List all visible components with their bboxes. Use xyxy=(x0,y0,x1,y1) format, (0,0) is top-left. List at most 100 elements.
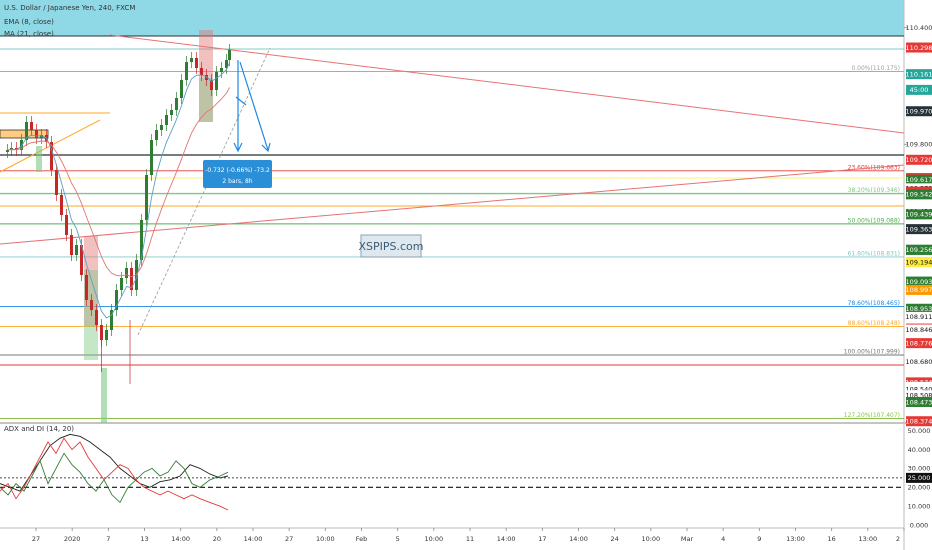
price-tag[interactable] xyxy=(906,256,932,267)
price-tag[interactable] xyxy=(906,209,932,220)
candle-body[interactable] xyxy=(135,260,138,290)
x-tick-label: 7 xyxy=(106,535,110,543)
orange-box-left xyxy=(0,129,49,139)
candle-body[interactable] xyxy=(180,80,183,98)
x-tick-label: 13 xyxy=(140,535,148,543)
price-axis[interactable]: 110.298110.16145:00109.970109.720109.626… xyxy=(906,42,932,427)
fibonacci-levels[interactable]: 0.00%(110.175)23.60%(109.663)38.20%(109.… xyxy=(0,35,904,419)
price-tag-label: 108.846 xyxy=(906,326,932,334)
candle-body[interactable] xyxy=(55,170,58,195)
adx-line[interactable] xyxy=(0,433,229,492)
di-plus-line[interactable] xyxy=(0,452,229,504)
adx-tick-label: 40.000 xyxy=(908,446,931,454)
measure-arrow-diagonal[interactable] xyxy=(239,61,269,151)
x-tick-label: 14:00 xyxy=(244,535,263,543)
price-tag[interactable] xyxy=(906,416,932,427)
candle-body[interactable] xyxy=(25,122,28,140)
measure-arrow-short[interactable] xyxy=(235,96,247,106)
price-tag[interactable] xyxy=(906,338,932,349)
candle-body[interactable] xyxy=(140,220,143,260)
price-tag[interactable] xyxy=(906,324,932,335)
candle-body[interactable] xyxy=(185,62,188,80)
price-tag-label: 109.542 xyxy=(906,191,932,199)
price-tag[interactable] xyxy=(906,311,932,322)
x-tick-label: 5 xyxy=(396,535,400,543)
price-tag[interactable] xyxy=(906,106,932,117)
price-tag[interactable] xyxy=(906,42,932,53)
candlestick-series[interactable] xyxy=(6,44,231,384)
price-tag-label: 108.953 xyxy=(906,305,932,313)
candle-body[interactable] xyxy=(150,140,153,175)
candle-body[interactable] xyxy=(205,75,208,80)
candle-body[interactable] xyxy=(200,68,203,75)
price-tag[interactable] xyxy=(906,224,932,235)
candle-body[interactable] xyxy=(105,330,108,340)
candle-body[interactable] xyxy=(175,98,178,110)
price-tag[interactable] xyxy=(906,390,932,401)
candle-body[interactable] xyxy=(120,278,123,290)
candle-body[interactable] xyxy=(6,150,9,152)
adx-axis: 50.000 40.000 30.000 20.000 10.000 0.000 25.00… xyxy=(906,427,932,529)
time-axis[interactable]: 27 2020 7 13 14:00 20 14:00 27 10:00 Feb 5 10:00 11 1… xyxy=(32,528,905,543)
price-tag[interactable] xyxy=(906,154,932,165)
price-tag[interactable] xyxy=(906,303,932,314)
ascending-trendline[interactable] xyxy=(0,164,905,245)
candle-body[interactable] xyxy=(195,58,198,68)
green-zone-bottom xyxy=(101,368,107,423)
green-zone-left xyxy=(36,146,42,172)
x-tick-label: 24 xyxy=(611,535,619,543)
price-tag[interactable] xyxy=(906,396,932,407)
price-tag[interactable] xyxy=(906,244,932,255)
measure-arrowhead-vertical xyxy=(233,142,243,153)
candle-body[interactable] xyxy=(220,68,223,72)
price-tag[interactable] xyxy=(906,356,932,367)
candle-body[interactable] xyxy=(170,110,173,115)
candle-body[interactable] xyxy=(70,235,73,255)
candle-body[interactable] xyxy=(125,268,128,278)
candle-body[interactable] xyxy=(80,245,83,275)
descending-trendline[interactable] xyxy=(109,34,905,134)
candle-body[interactable] xyxy=(210,80,213,90)
candle-body[interactable] xyxy=(35,130,38,138)
candle-body[interactable] xyxy=(95,310,98,325)
candle-body[interactable] xyxy=(90,300,93,310)
candle-body[interactable] xyxy=(190,58,193,62)
candle-body[interactable] xyxy=(50,142,53,170)
adx-current-tag[interactable] xyxy=(906,472,932,483)
price-tag[interactable] xyxy=(906,189,932,200)
ema-8-line[interactable] xyxy=(7,62,230,319)
candle-body[interactable] xyxy=(130,268,133,290)
adx-indicator-pane[interactable] xyxy=(0,433,904,511)
candle-body[interactable] xyxy=(30,122,33,130)
price-tag-label: 110.161 xyxy=(906,70,932,78)
y-tick-label: 109.800 xyxy=(906,141,932,149)
price-tag-label: 108.776 xyxy=(906,339,932,347)
candle-body[interactable] xyxy=(145,175,148,220)
candle-body[interactable] xyxy=(228,50,231,60)
dotted-projection[interactable] xyxy=(137,47,271,336)
price-tag[interactable] xyxy=(906,383,932,394)
candle-body[interactable] xyxy=(60,195,63,215)
price-tag[interactable] xyxy=(906,174,932,185)
ma-21-line[interactable] xyxy=(7,87,230,278)
price-tag[interactable] xyxy=(906,276,932,287)
candle-body[interactable] xyxy=(155,130,158,140)
candle-body[interactable] xyxy=(85,275,88,300)
candle-body[interactable] xyxy=(110,310,113,330)
candle-body[interactable] xyxy=(40,135,43,138)
candle-body[interactable] xyxy=(160,125,163,130)
price-tag[interactable] xyxy=(906,69,932,80)
candle-body[interactable] xyxy=(225,60,228,68)
price-tag[interactable] xyxy=(906,284,932,295)
candle-body[interactable] xyxy=(20,140,23,150)
di-minus-line[interactable] xyxy=(0,437,229,511)
candle-body[interactable] xyxy=(75,245,78,255)
price-tag[interactable] xyxy=(906,84,932,95)
candle-body[interactable] xyxy=(115,290,118,310)
candle-body[interactable] xyxy=(165,115,168,125)
candle-body[interactable] xyxy=(215,72,218,90)
adx-tick-label: 50.000 xyxy=(908,427,931,435)
measure-info-box[interactable]: -0.732 (-0.66%) -73.2 2 bars, 8h xyxy=(203,160,272,188)
candle-body[interactable] xyxy=(65,215,68,235)
